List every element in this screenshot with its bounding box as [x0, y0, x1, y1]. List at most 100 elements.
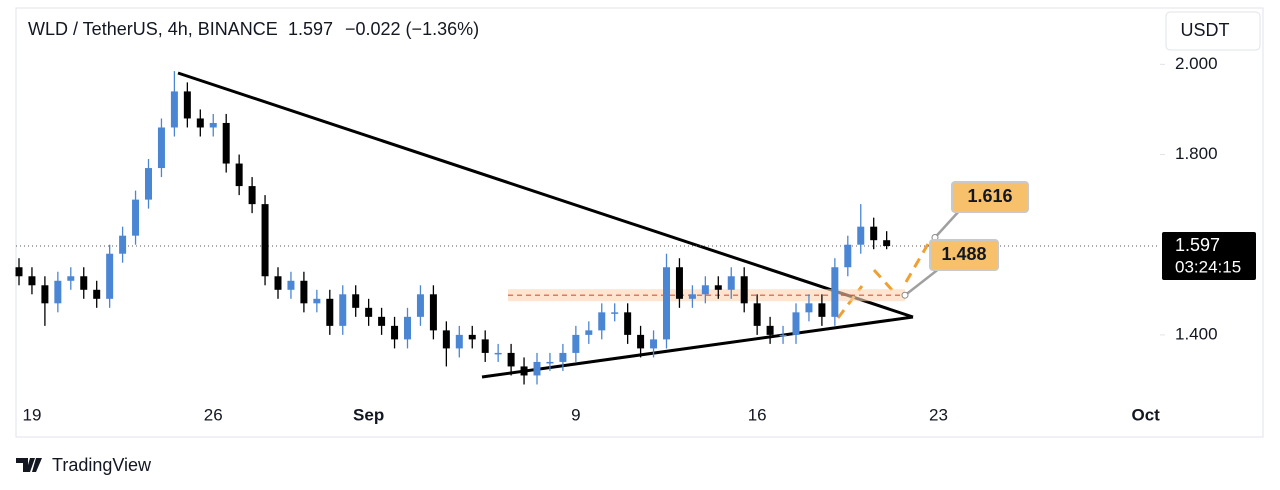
candle-body	[611, 312, 619, 314]
candle-body	[274, 276, 282, 290]
candle-body	[572, 334, 580, 353]
y-tick-label: 1.400	[1175, 324, 1218, 343]
candle-body	[688, 294, 696, 299]
candle-body	[701, 285, 709, 295]
brand-logo	[16, 458, 42, 472]
candle-body	[170, 91, 178, 128]
candle-body	[326, 298, 334, 326]
x-tick-label: 19	[22, 405, 41, 424]
brand: TradingView	[52, 455, 152, 475]
plot: 2.000 1.800 1.400 19 26 Sep 9 16 23 Oct 1.616 1.488…	[15, 54, 1256, 424]
candle-body	[28, 276, 36, 286]
candle-body	[404, 316, 411, 340]
candle-body	[261, 204, 269, 277]
candle-body	[870, 226, 878, 241]
callout-label: 1.616	[967, 186, 1012, 206]
projection-leg	[904, 243, 930, 283]
candle-body	[675, 267, 683, 299]
candle-body	[481, 339, 489, 353]
candle-body	[365, 307, 373, 317]
candle-body	[41, 285, 49, 304]
chart-frame	[15, 7, 1264, 438]
projection	[836, 243, 930, 319]
candle-body	[339, 294, 347, 326]
candle-body	[235, 163, 243, 187]
y-tick-label: 2.000	[1175, 54, 1218, 73]
x-tick-label: Sep	[353, 405, 384, 424]
projection-leg	[872, 268, 894, 292]
candle-body	[416, 294, 424, 317]
candle-body	[766, 325, 774, 335]
candle-body	[883, 240, 891, 247]
candle-body	[378, 316, 386, 326]
candle-body	[546, 361, 554, 364]
price-label: 1.597	[1175, 235, 1220, 255]
callout-connector	[934, 209, 961, 239]
candle-body	[857, 226, 865, 245]
x-tick-label: 9	[571, 405, 580, 424]
candle-body	[585, 330, 593, 335]
candle-body	[157, 127, 165, 169]
candle-body	[80, 276, 88, 290]
logo-shape	[16, 458, 42, 472]
trendline	[177, 71, 914, 319]
candle-body	[455, 334, 463, 349]
candle-body	[132, 199, 140, 236]
candle-body	[196, 118, 204, 128]
candle-body	[740, 276, 748, 304]
candle-body	[533, 361, 541, 376]
candle-body	[714, 285, 722, 290]
candle-body	[391, 325, 399, 340]
symbol: WLD / TetherUS, 4h, BINANCE	[28, 19, 278, 39]
candle-body	[183, 91, 191, 119]
candle-body	[429, 294, 437, 331]
candle-body	[93, 289, 101, 299]
candle-body	[468, 334, 476, 340]
candle-body	[54, 280, 62, 304]
candle-body	[352, 294, 360, 308]
candle-body	[15, 267, 23, 277]
callout-box	[951, 181, 1029, 213]
candle-body	[727, 276, 735, 290]
candle-body	[805, 303, 813, 313]
currency-button[interactable]	[1165, 11, 1261, 51]
candle-body	[222, 122, 230, 164]
candle-body	[779, 334, 787, 337]
candle-body	[209, 122, 217, 128]
callout-point	[901, 291, 909, 299]
candle-body	[67, 276, 75, 281]
last-price-header: 1.597	[288, 19, 333, 39]
currency[interactable]: USDT	[1181, 20, 1230, 40]
candle-body	[624, 312, 632, 335]
candle-body	[753, 303, 761, 326]
candle-body	[106, 253, 114, 299]
x-tick-label: 26	[204, 405, 223, 424]
candle-body	[145, 168, 152, 200]
candle-body	[650, 339, 658, 349]
candle-body	[442, 330, 450, 349]
callout-label: 1.488	[941, 244, 986, 264]
candle-body	[313, 298, 321, 304]
callout-connector	[904, 267, 941, 297]
candle-body	[300, 280, 308, 304]
candle-body	[831, 267, 839, 317]
x-tick-label: Oct	[1131, 405, 1160, 424]
candle-body	[248, 186, 256, 205]
x-tick-label: 23	[929, 405, 948, 424]
candle-body	[637, 334, 645, 349]
trendline	[481, 315, 914, 379]
countdown: 03:24:15	[1175, 258, 1241, 277]
callout-box	[929, 239, 999, 271]
candle-body	[287, 280, 295, 290]
projection-leg	[836, 285, 864, 319]
y-tick-label: 1.800	[1175, 144, 1218, 163]
candle-body	[494, 352, 502, 355]
candle-body	[663, 267, 670, 340]
price-label-box	[1162, 232, 1256, 281]
candle-body	[520, 366, 528, 376]
candle-body	[119, 235, 127, 254]
candle-body	[507, 352, 515, 367]
candle-body	[844, 244, 852, 268]
candle-body	[792, 312, 800, 335]
